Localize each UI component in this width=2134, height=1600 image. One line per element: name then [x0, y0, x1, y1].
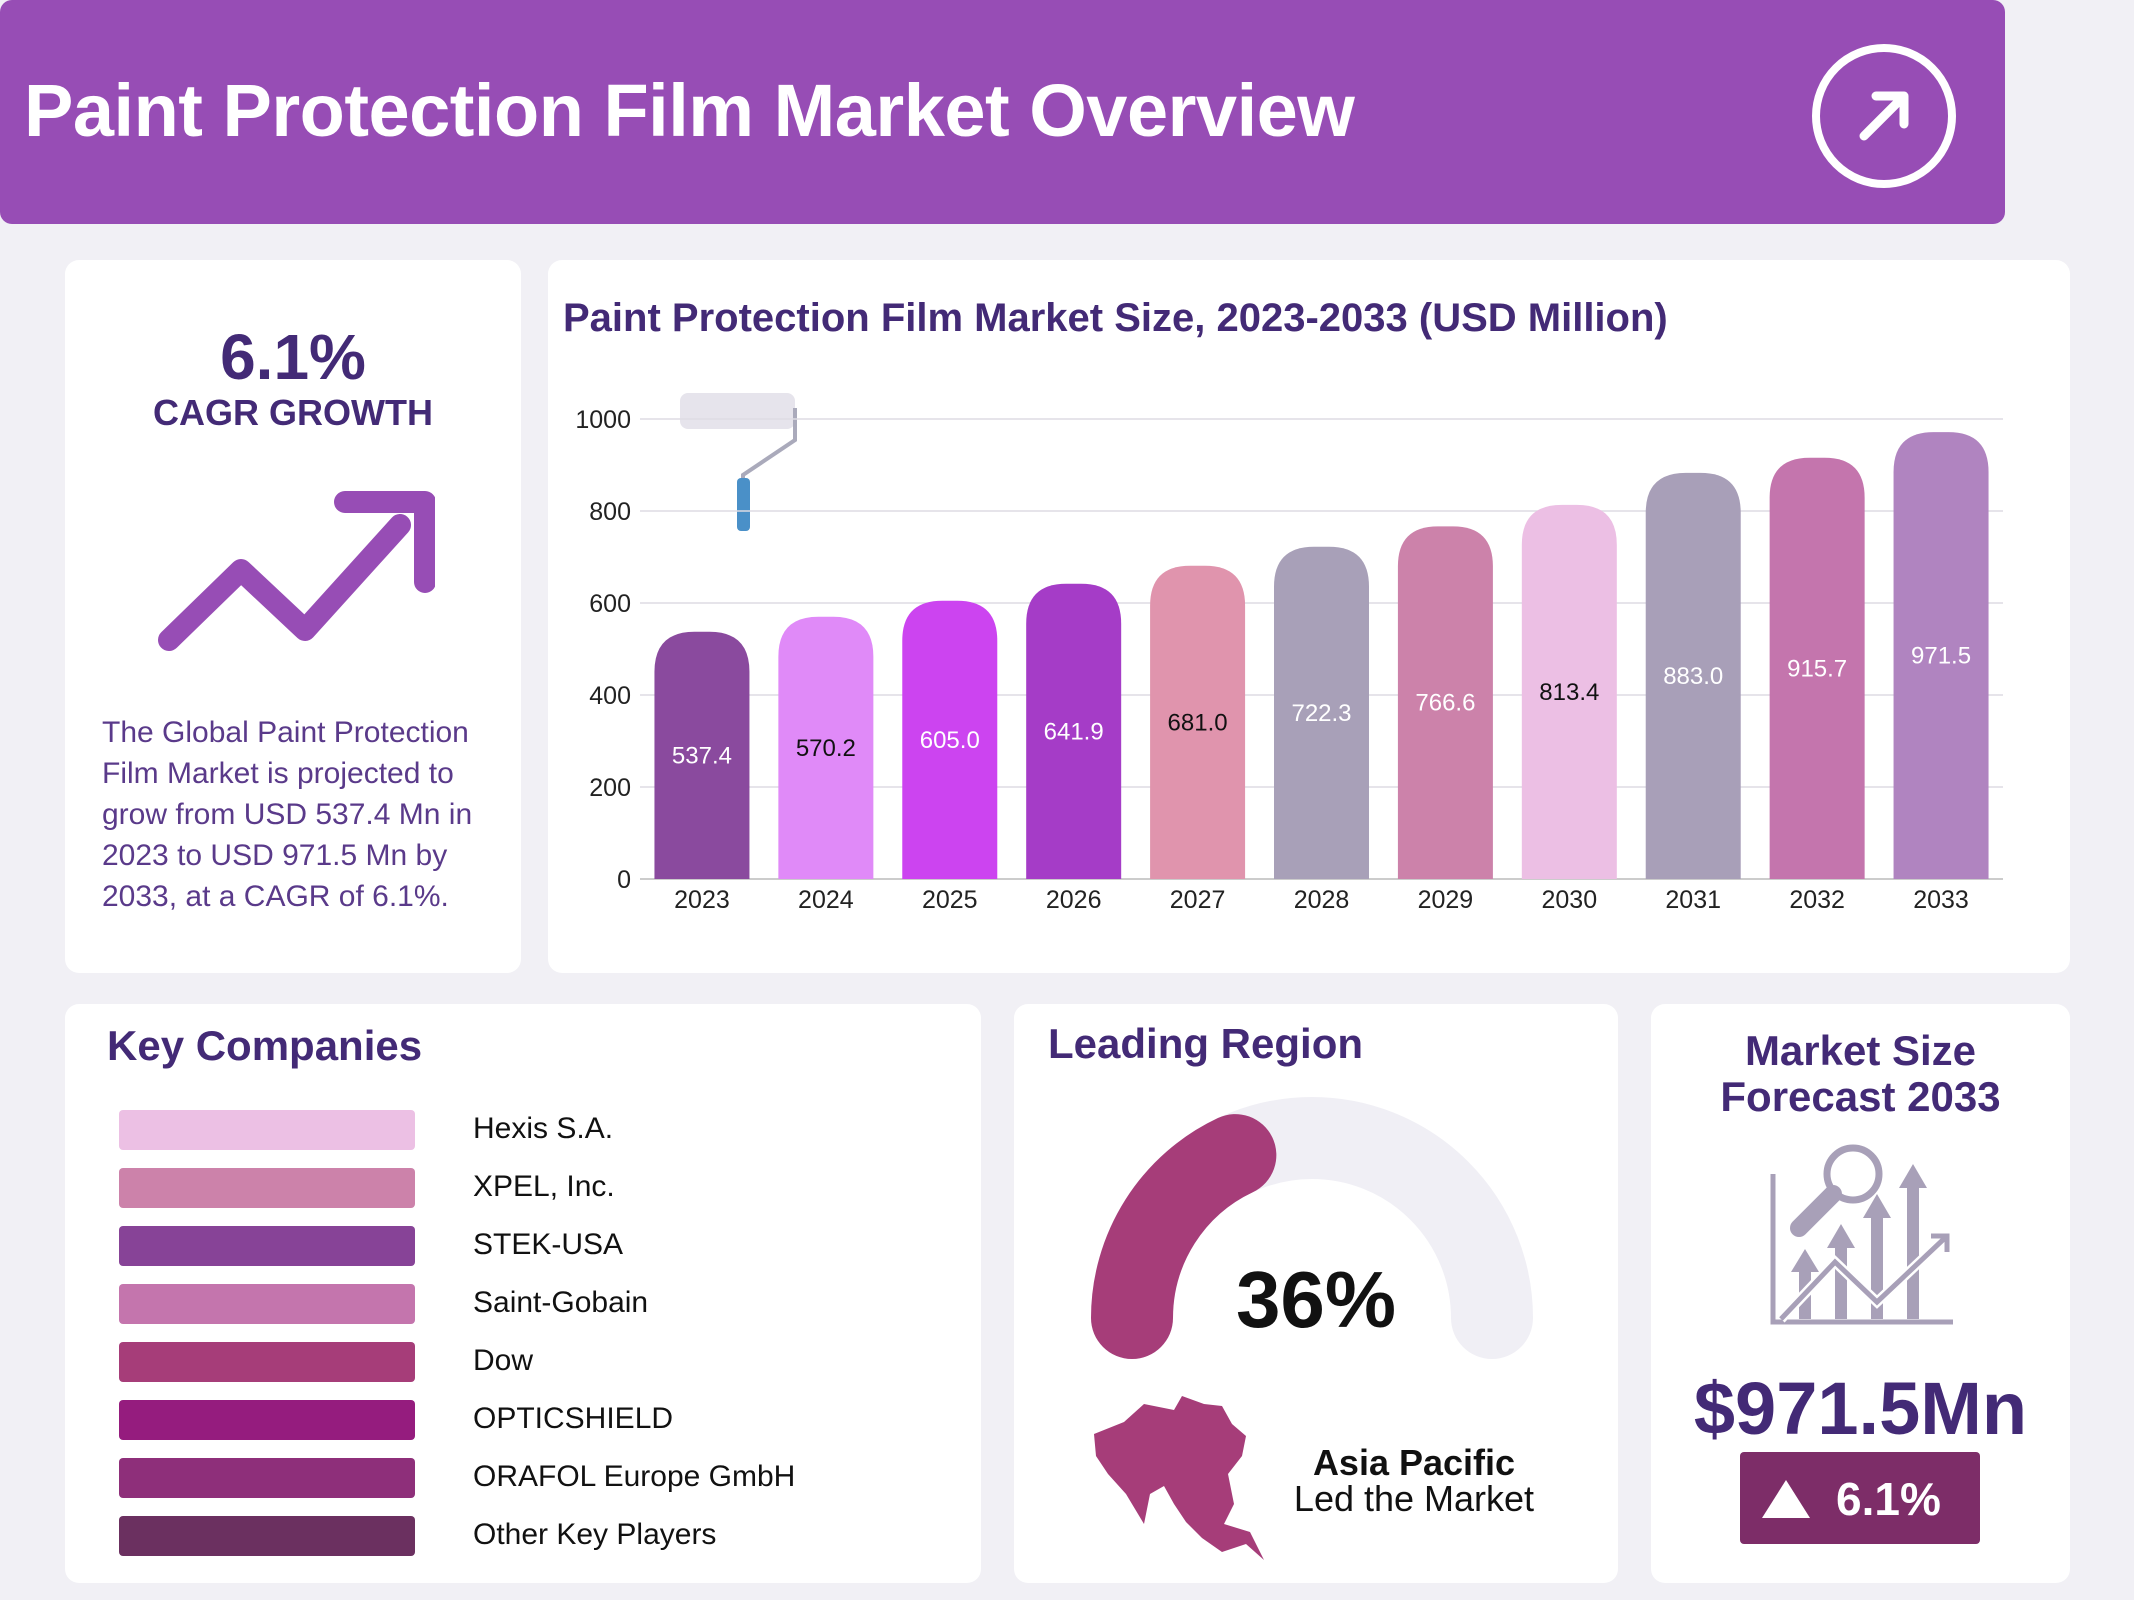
- leading-region-card: Leading Region 36% Asia Pacific Led the …: [1014, 1004, 1618, 1583]
- y-tick-label: 400: [589, 682, 631, 710]
- x-tick-label: 2032: [1789, 886, 1845, 914]
- x-tick-label: 2027: [1170, 886, 1226, 914]
- triangle-up-icon: [1762, 1480, 1810, 1518]
- region-share-percent: 36%: [1235, 1255, 1397, 1344]
- chart-title: Paint Protection Film Market Size, 2023-…: [563, 296, 1668, 340]
- market-size-chart-card: Paint Protection Film Market Size, 2023-…: [548, 260, 2070, 973]
- company-name: Dow: [473, 1344, 534, 1377]
- bar-2026: [1026, 583, 1122, 879]
- bar-chart: 0 200 400 600 800 1000 537.4 2023 570.2 2024 605.0…: [575, 393, 2003, 914]
- bar-2031: [1645, 472, 1741, 879]
- y-tick-label: 600: [589, 590, 631, 618]
- asia-pacific-map-icon: [1094, 1396, 1264, 1560]
- bar-2027: [1150, 565, 1246, 879]
- page-title: Paint Protection Film Market Overview: [24, 69, 1355, 152]
- company-color-bar: [119, 1342, 415, 1382]
- bar-value-label: 883.0: [1663, 663, 1723, 690]
- cagr-label: CAGR GROWTH: [153, 392, 433, 433]
- bar-2023: [654, 631, 750, 879]
- bar-2024: [778, 616, 874, 879]
- company-name: ORAFOL Europe GmbH: [473, 1460, 796, 1493]
- company-color-bar: [119, 1226, 415, 1266]
- leading-region-title: Leading Region: [1048, 1020, 1363, 1067]
- y-tick-label: 1000: [575, 406, 631, 434]
- bar-2028: [1274, 546, 1369, 879]
- bar-2029: [1397, 526, 1493, 879]
- bar-value-label: 605.0: [920, 727, 980, 754]
- company-name: XPEL, Inc.: [473, 1170, 615, 1203]
- bar-value-label: 915.7: [1787, 655, 1847, 682]
- forecast-title: Market Size Forecast 2033: [1651, 1028, 2070, 1120]
- bar-2032: [1769, 457, 1865, 879]
- key-companies-title: Key Companies: [107, 1022, 423, 1069]
- cagr-description: The Global Paint Protection Film Market …: [102, 716, 473, 913]
- company-color-bar: [119, 1400, 415, 1440]
- x-tick-label: 2029: [1418, 886, 1474, 914]
- forecast-title-line1: Market Size: [1744, 1027, 1977, 1074]
- x-tick-label: 2031: [1665, 886, 1721, 914]
- bar-value-label: 722.3: [1291, 700, 1351, 727]
- region-name: Asia Pacific: [1312, 1442, 1516, 1483]
- forecast-title-line2: Forecast 2033: [1720, 1073, 2001, 1120]
- company-color-bar: [119, 1458, 415, 1498]
- cagr-card: 6.1% CAGR GROWTH The Global Paint Protec…: [65, 260, 521, 973]
- y-tick-label: 800: [589, 498, 631, 526]
- cagr-value: 6.1%: [220, 321, 366, 393]
- x-tick-label: 2028: [1294, 886, 1350, 914]
- company-name: STEK-USA: [473, 1228, 624, 1261]
- gauge-fill: [1091, 1114, 1277, 1359]
- growth-badge: 6.1%: [1740, 1452, 1980, 1544]
- bar-2030: [1521, 504, 1617, 879]
- company-name: Hexis S.A.: [473, 1112, 614, 1145]
- bar-2033: [1893, 432, 1989, 879]
- x-tick-label: 2030: [1542, 886, 1598, 914]
- y-tick-label: 200: [589, 774, 631, 802]
- company-color-bar: [119, 1110, 415, 1150]
- magnifier-growth-chart-icon: [1770, 1144, 1953, 1325]
- x-tick-label: 2024: [798, 886, 854, 914]
- company-name: Saint-Gobain: [473, 1286, 649, 1319]
- bar-value-label: 537.4: [672, 742, 732, 769]
- forecast-value: $971.5Mn: [1693, 1367, 2028, 1450]
- company-name: Other Key Players: [473, 1518, 717, 1551]
- region-subtitle: Led the Market: [1293, 1478, 1535, 1519]
- growth-value: 6.1%: [1836, 1473, 1941, 1525]
- bar-value-label: 813.4: [1539, 679, 1599, 706]
- market-size-forecast-card: Market Size Forecast 2033 $971.5Mn 6.1%: [1651, 1004, 2070, 1583]
- arrow-up-right-circle-icon[interactable]: [1812, 44, 1956, 188]
- header-banner: Paint Protection Film Market Overview: [0, 0, 2005, 224]
- company-color-bar: [119, 1168, 415, 1208]
- company-color-bar: [119, 1516, 415, 1556]
- y-tick-label: 0: [617, 866, 631, 894]
- x-tick-label: 2033: [1913, 886, 1969, 914]
- bar-value-label: 681.0: [1168, 709, 1228, 736]
- x-tick-label: 2026: [1046, 886, 1102, 914]
- bar-2025: [902, 600, 998, 879]
- trend-up-arrow-icon: [158, 491, 435, 651]
- company-color-bar: [119, 1284, 415, 1324]
- bar-value-label: 766.6: [1415, 690, 1475, 717]
- key-companies-card: Key Companies Hexis S.A. XPEL, Inc. STEK-U…: [65, 1004, 981, 1583]
- paint-roller-icon: [680, 393, 797, 531]
- x-tick-label: 2025: [922, 886, 978, 914]
- company-name: OPTICSHIELD: [473, 1402, 674, 1435]
- x-tick-label: 2023: [674, 886, 730, 914]
- region-share-gauge: [1091, 1097, 1533, 1560]
- bar-value-label: 641.9: [1044, 718, 1104, 745]
- bar-value-label: 570.2: [796, 735, 856, 762]
- bar-value-label: 971.5: [1911, 643, 1971, 670]
